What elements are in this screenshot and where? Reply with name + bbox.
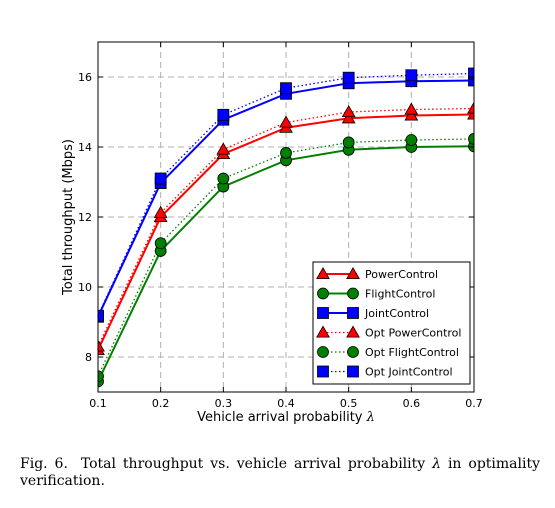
- data-point: [341, 104, 356, 118]
- figure-caption: Fig. 6. Total throughput vs. vehicle arr…: [20, 456, 540, 490]
- data-point: [342, 71, 355, 84]
- legend-item: FlightControl: [317, 287, 435, 301]
- y-tick-label: 14: [78, 141, 92, 154]
- caption-text-before: Total throughput vs. vehicle arrival pro…: [80, 456, 426, 472]
- legend-item: PowerControl: [316, 266, 438, 281]
- data-point: [98, 309, 104, 322]
- legend-marker: [346, 325, 360, 338]
- legend-marker: [317, 307, 329, 319]
- data-point: [154, 172, 167, 185]
- data-point: [404, 102, 419, 115]
- legend-item: Opt JointControl: [317, 365, 453, 379]
- data-point: [280, 82, 292, 95]
- data-point: [98, 339, 105, 352]
- legend-item: JointControl: [317, 307, 429, 320]
- legend-marker: [347, 287, 359, 300]
- x-tick-label: 0.2: [152, 397, 170, 410]
- series-layer: [97, 67, 475, 388]
- legend-marker: [316, 325, 330, 338]
- legend-item: Opt PowerControl: [316, 325, 461, 340]
- data-point: [153, 205, 168, 218]
- x-tick-label: 0.5: [340, 397, 358, 410]
- caption-text-after: in optimality verification.: [20, 456, 540, 489]
- x-tick-label: 0.4: [277, 397, 295, 410]
- y-tick-label: 12: [78, 211, 92, 224]
- data-point: [404, 108, 419, 121]
- data-point: [217, 108, 230, 121]
- x-tick-label: 0.3: [215, 397, 233, 410]
- series-opt-flightcontrol: [97, 133, 475, 383]
- data-point: [279, 115, 293, 128]
- legend-label: Opt PowerControl: [365, 327, 461, 340]
- x-tick-label: 0.6: [403, 397, 421, 410]
- legend-marker: [346, 266, 360, 280]
- legend-marker: [347, 346, 359, 358]
- legend-label: JointControl: [364, 307, 429, 320]
- data-point: [98, 370, 104, 383]
- y-tick-label: 10: [78, 281, 92, 294]
- data-point: [342, 136, 355, 149]
- data-point: [216, 142, 231, 155]
- series-opt-powercontrol: [97, 101, 475, 352]
- data-point: [341, 111, 356, 124]
- legend-marker: [347, 307, 359, 319]
- legend-marker: [316, 266, 330, 280]
- caption-symbol: λ: [432, 456, 441, 472]
- legend-marker: [317, 346, 329, 358]
- legend-label: PowerControl: [365, 268, 438, 281]
- data-point: [405, 134, 418, 146]
- y-tick-label: 8: [85, 351, 92, 364]
- x-axis-label: Vehicle arrival probability λ: [197, 410, 375, 425]
- legend-marker: [347, 365, 359, 378]
- data-point: [405, 69, 418, 82]
- data-point: [467, 101, 474, 114]
- data-point: [468, 133, 474, 145]
- legend-item: Opt FlightControl: [317, 346, 459, 359]
- axis-ticks: 0.1 0.2 0.3 0.4 0.5 0.6 0.7 8 10 12 14 16: [78, 42, 483, 410]
- data-point: [468, 67, 474, 80]
- y-axis-label: Total throughput (Mbps): [61, 139, 76, 296]
- caption-label: Fig. 6.: [20, 456, 68, 472]
- chart: 0.1 0.2 0.3 0.4 0.5 0.6 0.7 8 10 12 14 16 Vehicle a…: [61, 41, 483, 425]
- legend-label: Opt JointControl: [365, 366, 453, 379]
- legend-box: [312, 261, 471, 385]
- data-point: [280, 147, 292, 159]
- y-tick-label: 16: [78, 71, 92, 84]
- legend-marker: [317, 287, 329, 300]
- legend-label: Opt FlightControl: [365, 346, 459, 359]
- legend: PowerControl FlightControl JointControl Opt…: [312, 261, 471, 385]
- x-tick-label: 0.7: [465, 397, 483, 410]
- series-opt-jointcontrol: [97, 67, 475, 322]
- legend-label: FlightControl: [365, 288, 435, 301]
- data-point: [217, 172, 230, 185]
- legend-marker: [317, 365, 329, 378]
- data-point: [154, 237, 167, 250]
- data-point: [468, 74, 474, 87]
- x-tick-label: 0.1: [89, 397, 107, 410]
